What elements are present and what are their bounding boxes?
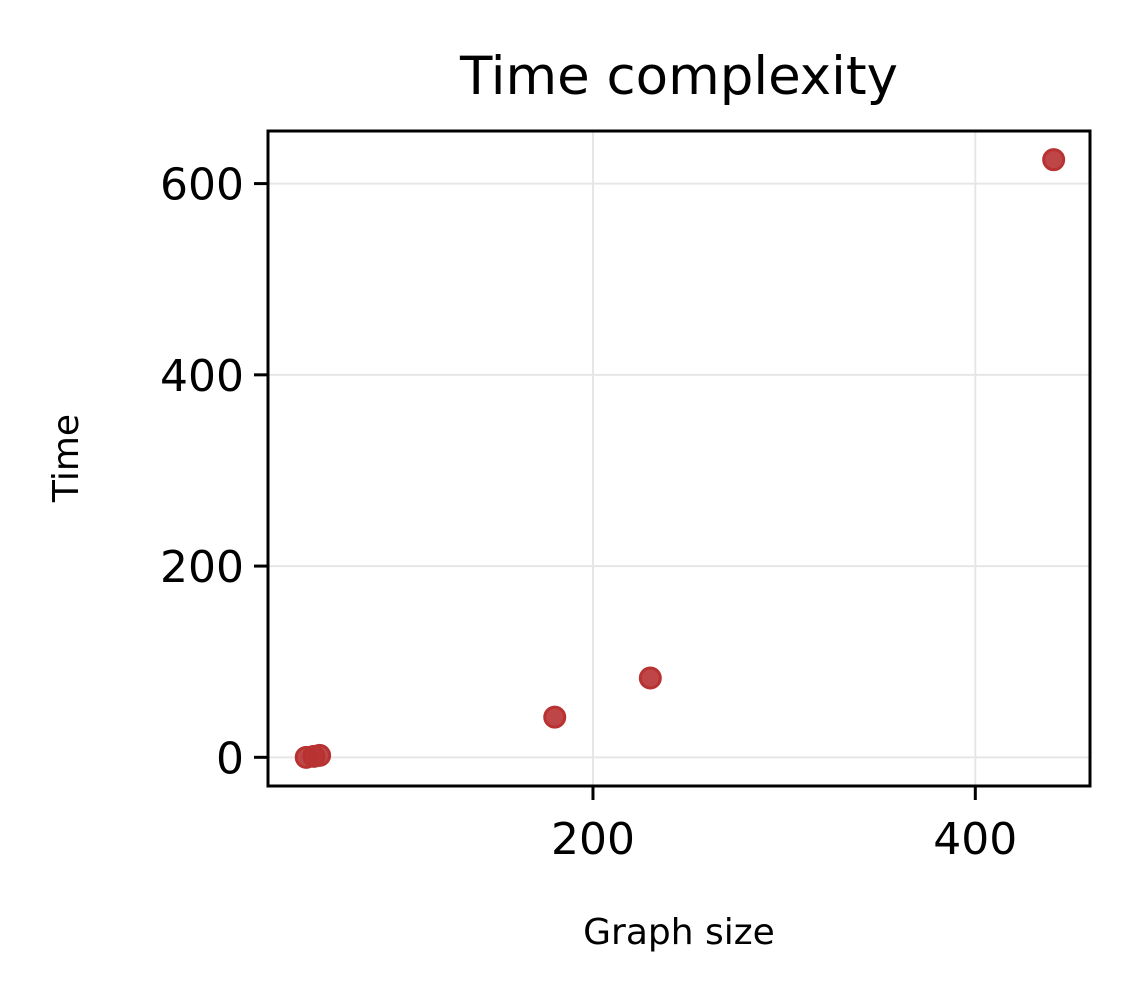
data-point (543, 705, 567, 729)
chart-title: Time complexity (459, 46, 898, 107)
x-axis-title: Graph size (583, 912, 775, 953)
axis-ticks: 200 400 0 200 400 600 (160, 160, 1017, 865)
y-tick-label: 600 (160, 160, 244, 211)
data-point (1042, 148, 1066, 172)
y-tick-label: 0 (216, 733, 244, 784)
data-point (308, 743, 332, 767)
y-tick-label: 400 (160, 351, 244, 402)
x-tick-label: 200 (551, 814, 635, 865)
x-tick-label: 400 (933, 814, 1017, 865)
grid-lines (268, 131, 1090, 786)
y-axis-title: Time (46, 414, 87, 503)
data-point (638, 666, 662, 690)
y-tick-label: 200 (160, 542, 244, 593)
plot-frame (266, 129, 1092, 788)
data-points (294, 148, 1066, 769)
